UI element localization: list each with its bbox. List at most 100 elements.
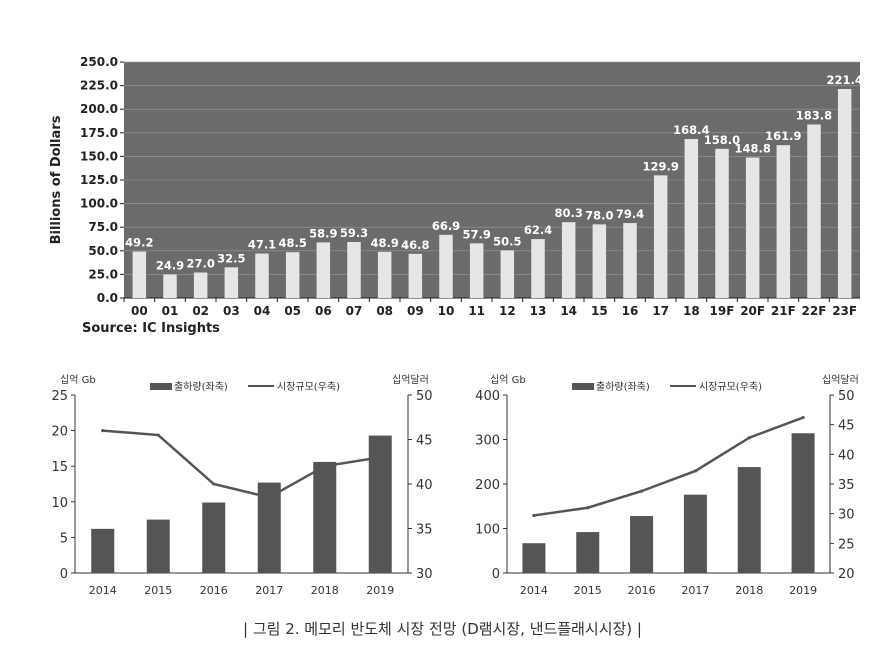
x-tick-label: 21F (771, 304, 796, 318)
x-tick-label: 05 (284, 304, 301, 318)
data-label: 129.9 (642, 159, 678, 173)
data-label: 66.9 (432, 219, 460, 233)
x-tick-label: 01 (162, 304, 179, 318)
y-tick-label: 125.0 (80, 173, 118, 187)
y-tick-label: 25.0 (88, 267, 118, 281)
left-tick-label: 200 (475, 478, 500, 493)
x-tick-label: 20F (740, 304, 765, 318)
bar (776, 145, 791, 298)
bar (368, 435, 392, 573)
data-label: 158.0 (704, 133, 740, 147)
bar (316, 242, 331, 298)
bar (561, 222, 576, 298)
x-tick-label: 2019 (789, 584, 817, 597)
right-tick-label: 30 (416, 567, 433, 582)
y-tick-label: 75.0 (88, 220, 118, 234)
x-tick-label: 2019 (366, 584, 394, 597)
bar (408, 253, 423, 298)
bar (202, 502, 226, 573)
bar (224, 267, 239, 298)
x-tick-label: 2014 (89, 584, 117, 597)
x-tick-label: 11 (468, 304, 485, 318)
left-tick-label: 15 (51, 460, 68, 475)
x-tick-label: 07 (346, 304, 363, 318)
legend-line-label: 시장규모(우축) (699, 381, 762, 393)
line-point (212, 482, 216, 486)
bar (193, 272, 208, 298)
data-label: 80.3 (554, 206, 582, 220)
right-tick-label: 45 (416, 434, 433, 449)
x-tick-label: 2016 (200, 584, 228, 597)
x-tick-label: 10 (438, 304, 455, 318)
bar (163, 274, 177, 298)
left-tick-label: 400 (475, 389, 500, 404)
line-point (693, 469, 698, 473)
data-label: 50.5 (493, 234, 521, 248)
bar (257, 482, 281, 573)
bar (146, 519, 170, 573)
left-tick-label: 300 (475, 434, 500, 449)
bar (592, 224, 607, 298)
data-label: 148.8 (734, 142, 770, 156)
data-label: 48.9 (370, 236, 398, 250)
bar (377, 251, 392, 298)
line-point (639, 489, 644, 493)
bar (623, 223, 637, 298)
bar (439, 234, 453, 298)
bar (837, 88, 852, 298)
x-tick-label: 2017 (681, 584, 709, 597)
x-tick-label: 2018 (311, 584, 339, 597)
left-tick-label: 5 (60, 531, 68, 546)
bar (91, 528, 115, 573)
legend-bar-label: 출하량(좌축) (174, 380, 228, 393)
line-point (101, 429, 105, 433)
x-tick-label: 03 (223, 304, 240, 318)
bar (684, 139, 699, 298)
bar (522, 543, 546, 573)
bar (683, 494, 707, 573)
data-label: 183.8 (796, 108, 832, 122)
data-label: 27.0 (186, 257, 214, 271)
data-label: 168.4 (673, 123, 709, 137)
line-point (156, 433, 160, 437)
memory-market-bar-chart: 0.0 25.0 50.0 75.0 100.0 125.0 150.0 175.0 200.0… (49, 55, 860, 336)
bar (576, 532, 600, 573)
line-point (532, 513, 536, 518)
y-tick-label: 225.0 (80, 79, 118, 93)
data-label: 78.0 (585, 208, 613, 222)
line-point (586, 506, 590, 510)
right-tick-label: 20 (838, 567, 855, 582)
y-tick-label: 0.0 (97, 291, 118, 305)
x-tick-label: 2014 (520, 584, 548, 597)
market-size-line (533, 416, 804, 517)
right-tick-label: 30 (838, 508, 855, 523)
bar (791, 433, 815, 573)
x-tick-label: 2015 (574, 584, 602, 597)
right-tick-label: 50 (416, 389, 433, 404)
data-label: 59.3 (340, 226, 368, 240)
legend-bar-swatch (150, 383, 172, 390)
x-tick-label: 18 (683, 304, 700, 318)
right-unit-label: 십억달러 (392, 374, 429, 386)
legend-bar-swatch (572, 383, 594, 390)
data-label: 46.8 (401, 238, 429, 252)
left-tick-label: 100 (475, 523, 500, 538)
left-unit-label: 십억 Gb (60, 374, 96, 386)
x-tick-label: 00 (131, 304, 148, 318)
x-tick-label: 08 (376, 304, 393, 318)
data-label: 79.4 (616, 207, 644, 221)
data-label: 32.5 (217, 251, 245, 265)
right-unit-label: 십억달러 (822, 374, 859, 386)
bar (531, 239, 545, 298)
y-tick-label: 250.0 (80, 55, 118, 69)
data-label: 58.9 (309, 226, 337, 240)
line-point (323, 464, 327, 468)
bar (630, 516, 654, 573)
x-tick-label: 16 (622, 304, 639, 318)
line-point (378, 455, 382, 459)
data-label: 49.2 (125, 236, 153, 250)
x-tick-label: 02 (192, 304, 209, 318)
bar (132, 251, 147, 298)
left-tick-label: 0 (492, 567, 500, 582)
